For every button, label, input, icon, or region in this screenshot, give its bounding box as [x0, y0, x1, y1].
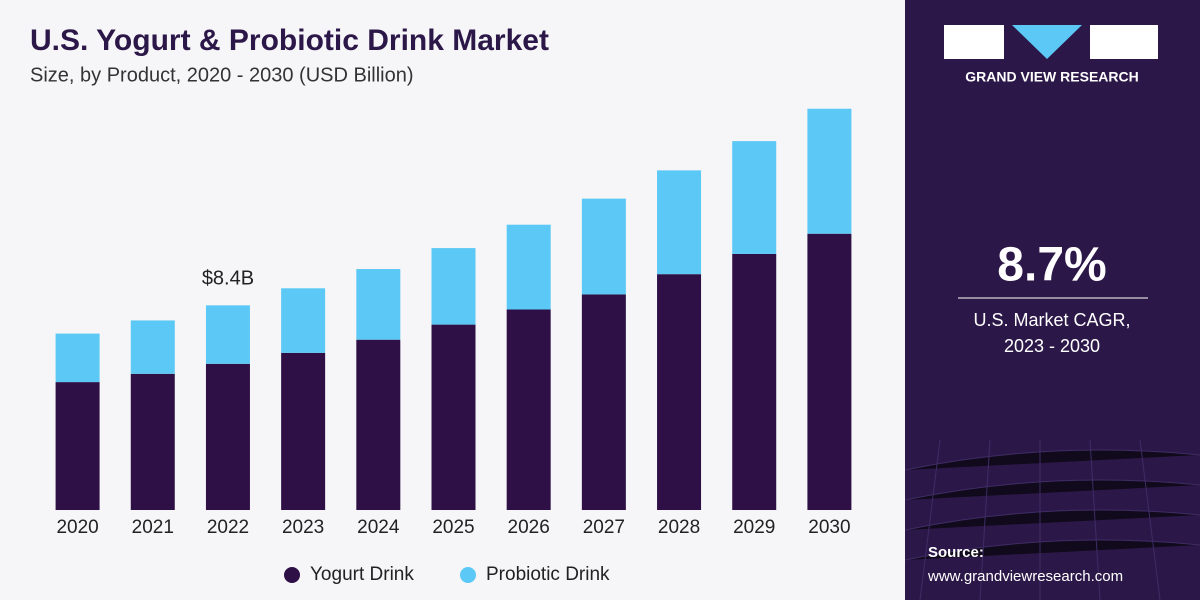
x-tick-label: 2020: [56, 517, 98, 538]
cagr-label: U.S. Market CAGR,: [973, 310, 1130, 330]
x-tick-label: 2023: [282, 517, 324, 538]
x-tick-label: 2022: [207, 517, 249, 538]
source-url: www.grandviewresearch.com: [927, 568, 1123, 585]
bar-segment: [732, 253, 777, 511]
bar-segment: [581, 294, 626, 510]
grid-decoration: [904, 439, 1200, 600]
bar-segment: [130, 320, 175, 374]
bar-segment: [281, 352, 326, 510]
bar-segment: [657, 274, 702, 510]
value-label: $8.4B: [202, 268, 254, 290]
brand-name: GRAND VIEW RESEARCH: [965, 69, 1138, 85]
cagr-label: 2023 - 2030: [1004, 336, 1100, 356]
bar-segment: [807, 233, 852, 510]
x-tick-label: 2025: [432, 517, 474, 538]
bar-segment: [55, 333, 100, 383]
logo-block: [944, 25, 1004, 59]
bar-segment: [807, 108, 852, 234]
bar-segment: [506, 224, 551, 310]
bar-segment: [581, 198, 626, 295]
x-tick-label: 2029: [733, 517, 775, 538]
bar-segment: [506, 309, 551, 510]
bar-segment: [431, 324, 476, 510]
legend-marker: [284, 567, 300, 583]
cagr-value: 8.7%: [997, 239, 1106, 292]
chart-title: U.S. Yogurt & Probiotic Drink Market: [30, 24, 549, 57]
x-tick-label: 2024: [357, 517, 400, 538]
bar-segment: [356, 339, 401, 510]
x-tick-label: 2028: [658, 517, 700, 538]
bar-segment: [657, 170, 702, 275]
x-tick-label: 2026: [508, 517, 550, 538]
side-panel: [905, 0, 1200, 600]
bar-segment: [281, 288, 326, 353]
logo-block: [1090, 25, 1158, 59]
bar-segment: [732, 141, 777, 254]
x-tick-label: 2030: [808, 517, 850, 538]
legend-label: Yogurt Drink: [310, 564, 414, 585]
logo-triangle: [1012, 25, 1082, 59]
x-tick-label: 2027: [583, 517, 625, 538]
logo: [944, 25, 1158, 59]
legend-marker: [460, 567, 476, 583]
bar-segment: [356, 269, 401, 340]
bar-segment: [55, 382, 100, 510]
bar-segment: [130, 373, 175, 510]
bar-segment: [205, 363, 250, 510]
chart-subtitle: Size, by Product, 2020 - 2030 (USD Billi…: [30, 64, 414, 86]
source-label: Source:: [928, 544, 984, 561]
bar-segment: [431, 248, 476, 325]
x-tick-label: 2021: [132, 517, 174, 538]
bar-segment: [205, 305, 250, 364]
legend-label: Probiotic Drink: [486, 564, 610, 585]
